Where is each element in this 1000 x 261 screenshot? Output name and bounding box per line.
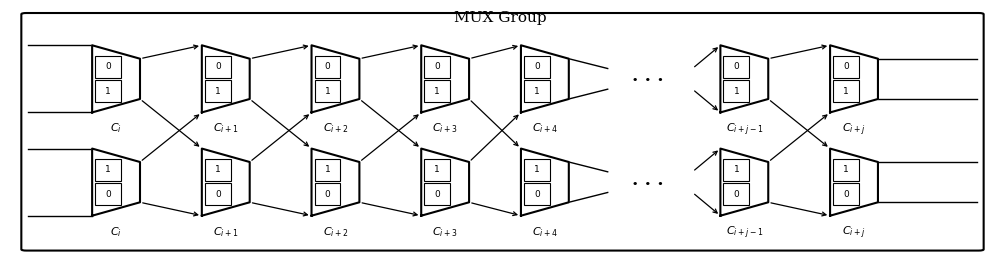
Text: $C_{i+j-1}$: $C_{i+j-1}$	[726, 225, 763, 241]
Text: $C_{i+j}$: $C_{i+j}$	[842, 121, 866, 138]
Text: 0: 0	[733, 190, 739, 199]
Polygon shape	[421, 45, 469, 112]
Bar	[424, 56, 450, 78]
Bar	[833, 80, 859, 102]
Polygon shape	[720, 149, 768, 216]
Text: 1: 1	[325, 165, 330, 174]
Polygon shape	[92, 149, 140, 216]
Bar	[424, 159, 450, 181]
Text: $C_{i+2}$: $C_{i+2}$	[323, 121, 348, 135]
Bar	[524, 56, 550, 78]
Text: $C_{i+3}$: $C_{i+3}$	[432, 121, 458, 135]
Text: 1: 1	[434, 165, 440, 174]
Polygon shape	[421, 149, 469, 216]
Text: $C_i$: $C_i$	[110, 121, 122, 135]
Text: 1: 1	[215, 87, 221, 96]
Text: 1: 1	[215, 165, 221, 174]
Bar	[315, 80, 340, 102]
Bar	[524, 80, 550, 102]
Text: 1: 1	[843, 87, 849, 96]
Bar	[205, 80, 231, 102]
Polygon shape	[521, 45, 569, 112]
Polygon shape	[202, 149, 250, 216]
Text: 0: 0	[215, 62, 221, 71]
Polygon shape	[202, 45, 250, 112]
Text: 0: 0	[534, 190, 540, 199]
Bar	[723, 80, 749, 102]
Text: $C_i$: $C_i$	[110, 225, 122, 239]
Text: 1: 1	[105, 87, 111, 96]
Text: 0: 0	[325, 62, 330, 71]
Text: 0: 0	[843, 62, 849, 71]
Polygon shape	[720, 45, 768, 112]
Bar	[95, 56, 121, 78]
Text: . . .: . . .	[632, 170, 663, 188]
Text: 1: 1	[843, 165, 849, 174]
Text: 1: 1	[534, 87, 540, 96]
Text: 1: 1	[534, 165, 540, 174]
Bar	[205, 183, 231, 205]
Text: $C_{i+1}$: $C_{i+1}$	[213, 121, 239, 135]
Text: 0: 0	[325, 190, 330, 199]
Text: $C_{i+1}$: $C_{i+1}$	[213, 225, 239, 239]
Text: 0: 0	[843, 190, 849, 199]
Text: 0: 0	[534, 62, 540, 71]
Text: 0: 0	[733, 62, 739, 71]
Bar	[95, 80, 121, 102]
Bar	[524, 183, 550, 205]
Bar	[723, 159, 749, 181]
Polygon shape	[521, 149, 569, 216]
Text: 0: 0	[215, 190, 221, 199]
Text: MUX Group: MUX Group	[454, 11, 546, 25]
Text: $C_{i+2}$: $C_{i+2}$	[323, 225, 348, 239]
Text: . . .: . . .	[632, 67, 663, 85]
Text: 0: 0	[434, 190, 440, 199]
Bar	[205, 56, 231, 78]
Text: 1: 1	[105, 165, 111, 174]
Text: 1: 1	[325, 87, 330, 96]
Text: $C_{i+4}$: $C_{i+4}$	[532, 121, 558, 135]
Bar	[833, 159, 859, 181]
Bar	[315, 56, 340, 78]
Text: 0: 0	[434, 62, 440, 71]
Text: $C_{i+4}$: $C_{i+4}$	[532, 225, 558, 239]
Bar	[424, 183, 450, 205]
Bar	[95, 183, 121, 205]
Polygon shape	[830, 149, 878, 216]
Polygon shape	[92, 45, 140, 112]
Bar	[315, 159, 340, 181]
Text: $C_{i+j}$: $C_{i+j}$	[842, 225, 866, 241]
Bar	[723, 183, 749, 205]
Polygon shape	[312, 149, 359, 216]
Bar	[833, 183, 859, 205]
Bar	[723, 56, 749, 78]
Bar	[424, 80, 450, 102]
FancyBboxPatch shape	[21, 13, 984, 251]
Bar	[95, 159, 121, 181]
Bar	[205, 159, 231, 181]
Text: 0: 0	[105, 62, 111, 71]
Bar	[833, 56, 859, 78]
Bar	[315, 183, 340, 205]
Text: 1: 1	[434, 87, 440, 96]
Polygon shape	[830, 45, 878, 112]
Bar	[524, 159, 550, 181]
Polygon shape	[312, 45, 359, 112]
Text: $C_{i+j-1}$: $C_{i+j-1}$	[726, 121, 763, 138]
Text: $C_{i+3}$: $C_{i+3}$	[432, 225, 458, 239]
Text: 1: 1	[733, 87, 739, 96]
Text: 0: 0	[105, 190, 111, 199]
Text: 1: 1	[733, 165, 739, 174]
